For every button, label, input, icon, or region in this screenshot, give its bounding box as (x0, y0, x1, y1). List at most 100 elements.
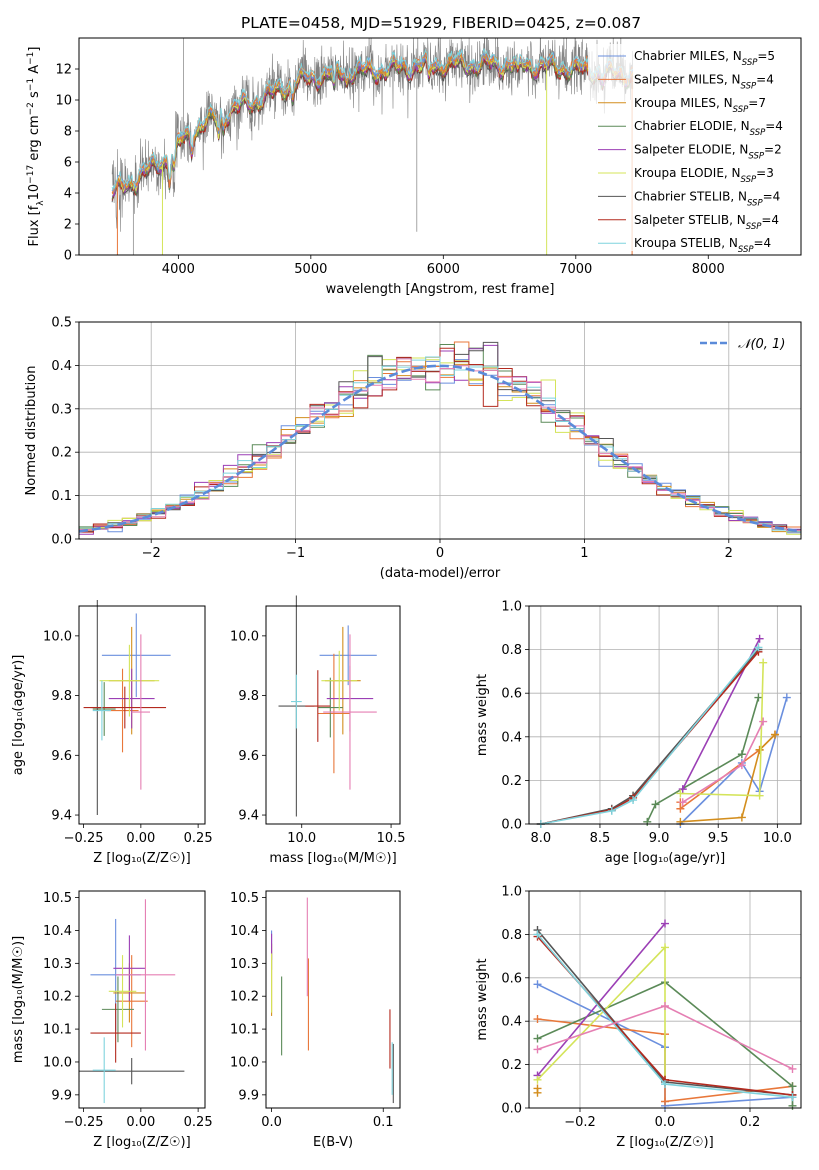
y-tick-label: 0.0 (501, 818, 522, 833)
weight-marker (788, 1101, 797, 1110)
legend-entry: Kroupa MILES, NSSP=7 (634, 96, 766, 115)
weight-marker (788, 1093, 797, 1102)
y-label-part: −17 (26, 165, 36, 184)
y-tick-label: 9.4 (51, 809, 72, 824)
y-tick-label: 1.0 (501, 885, 522, 900)
x-axis-label: age [log₁₀(age/yr)] (605, 851, 726, 866)
x-tick-label: −0.25 (64, 1115, 104, 1130)
legend-sub: SSP (747, 198, 763, 208)
legend-sub: SSP (741, 81, 757, 91)
legend-sub: SSP (748, 152, 764, 162)
weight-series-line (682, 721, 764, 803)
panel-spectrum: 4000 5000 6000 7000 8000 0 2 4 6 8 10 12 wavelength … (26, 37, 802, 297)
y-tick-label: 10.0 (43, 1055, 72, 1070)
weight-marker (676, 804, 685, 813)
weight-marker (533, 1084, 542, 1093)
legend-n: =5 (757, 49, 775, 63)
x-tick-label: −1 (286, 546, 305, 561)
weight-marker (676, 789, 685, 798)
weight-marker (754, 643, 763, 652)
weight-marker (533, 1045, 542, 1054)
y-axis-label: mass [log₁₀(M/M☉)] (11, 936, 26, 1063)
weight-marker (643, 817, 652, 826)
axes-frame (528, 605, 802, 825)
figure-title: PLATE=0458, MJD=51929, FIBERID=0425, z=0… (241, 14, 641, 32)
weight-marker (533, 1034, 542, 1043)
x-axis-label: Z [log₁₀(Z/Z☉)] (616, 1135, 713, 1150)
legend-label: Salpeter MILES, N (634, 72, 741, 86)
y-tick-label: 0.2 (501, 774, 522, 789)
y-tick-label: 8 (64, 125, 72, 140)
weight-marker (754, 693, 763, 702)
weight-marker (533, 930, 542, 939)
x-tick-label: 0.0 (655, 1115, 676, 1130)
weight-marker (661, 1080, 669, 1089)
panel-weight_vs_age: 8.0 8.5 9.0 9.5 10.0 0.0 0.2 0.4 0.6 0.8 1.0 age [l… (475, 600, 802, 866)
x-tick-label: 9.0 (649, 831, 670, 846)
y-tick-label: 9.4 (238, 809, 259, 824)
weight-series-line (540, 651, 760, 825)
y-tick-label: 0.8 (501, 643, 522, 658)
legend-entry: Chabrier MILES, NSSP=5 (634, 49, 775, 68)
y-label-part: −2 (26, 102, 36, 115)
y-tick-label: 0.0 (51, 533, 72, 548)
x-tick-label: 10.0 (763, 831, 792, 846)
y-tick-label: 10.1 (230, 1023, 259, 1038)
x-tick-label: 4000 (162, 262, 195, 277)
legend-entry: Salpeter ELODIE, NSSP=2 (634, 143, 782, 162)
x-tick-label: 10.5 (377, 831, 406, 846)
y-tick-label: 0 (64, 249, 72, 264)
legend-label: Kroupa STELIB, N (634, 236, 738, 250)
y-label-part: s (27, 91, 42, 102)
weight-series-line (540, 646, 760, 825)
spectrum-data-line (111, 38, 634, 232)
y-tick-label: 12 (55, 63, 72, 78)
panel-mass_vs_Z: −0.25 0.00 0.25 9.9 10.0 10.1 10.2 10.3 10.4 10.5… (11, 890, 213, 1150)
weight-marker (661, 1097, 669, 1106)
weight-marker (782, 693, 791, 702)
y-tick-label: 10.3 (230, 957, 259, 972)
weight-marker (755, 745, 764, 754)
y-label-part: −1 (26, 78, 36, 91)
x-axis-label: (data-model)/error (380, 566, 501, 581)
legend-sub: SSP (741, 175, 757, 185)
panel-age_vs_mass: 10.0 10.5 9.4 9.6 9.8 10.0 mass [log₁₀(M/M☉)] (230, 595, 406, 866)
legend-entry: Chabrier ELODIE, NSSP=4 (634, 119, 783, 138)
panel-age_vs_Z: −0.25 0.00 0.25 9.4 9.6 9.8 10.0 Z [log₁₀(Z/Z☉)… (11, 600, 213, 866)
y-tick-label: 0.3 (51, 402, 72, 417)
weight-marker (678, 785, 687, 794)
weight-marker (737, 813, 746, 822)
axes-frame (78, 321, 802, 540)
x-tick-label: 7000 (559, 262, 592, 277)
y-tick-label: 10.0 (230, 1055, 259, 1070)
y-tick-label: 0.4 (501, 730, 522, 745)
x-tick-label: −0.2 (564, 1115, 596, 1130)
weight-marker (759, 658, 768, 667)
y-tick-label: 9.6 (51, 749, 72, 764)
weight-series-line (679, 697, 788, 825)
y-tick-label: 0.6 (501, 687, 522, 702)
y-tick-label: 10.2 (43, 990, 72, 1005)
x-tick-label: 0 (436, 546, 444, 561)
x-tick-label: 8.0 (530, 831, 551, 846)
axes-frame (78, 605, 206, 825)
weight-series-line (646, 697, 760, 823)
legend-label: Chabrier STELIB, N (634, 189, 747, 203)
legend-sub: SSP (746, 222, 762, 232)
y-tick-label: 9.8 (238, 689, 259, 704)
y-axis-label: mass weight (475, 674, 490, 756)
legend-n: =4 (761, 213, 779, 227)
weight-marker (770, 730, 779, 739)
legend-label: Chabrier ELODIE, N (634, 119, 750, 133)
y-tick-label: 0.5 (51, 316, 72, 331)
legend-n: =4 (763, 189, 781, 203)
panel-weight_vs_Z: −0.2 0.0 0.2 0.0 0.2 0.4 0.6 0.8 1.0 Z [log₁₀(Z/Z… (475, 885, 802, 1150)
weight-marker (737, 750, 746, 759)
legend-label: Chabrier MILES, N (634, 49, 742, 63)
y-label-part: −1 (26, 52, 36, 65)
weight-marker (533, 980, 542, 989)
legend-entry: Salpeter STELIB, NSSP=4 (634, 213, 779, 232)
x-tick-label: −0.25 (64, 831, 104, 846)
